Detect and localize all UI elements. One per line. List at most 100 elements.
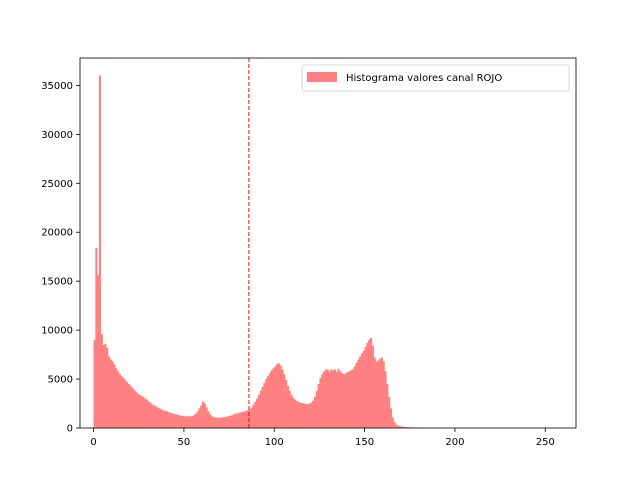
histogram-bar [371, 345, 374, 428]
histogram-bar [256, 398, 259, 428]
histogram-bar [207, 411, 210, 428]
histogram-bar [373, 357, 376, 428]
histogram-bar [211, 416, 214, 428]
histogram-bar [229, 415, 232, 428]
histogram-bar [144, 398, 147, 428]
histogram-bar [366, 342, 369, 428]
histogram-bar [108, 356, 111, 428]
histogram-bar [133, 389, 136, 428]
histogram-bar [189, 416, 192, 428]
histogram-bar [173, 413, 176, 428]
histogram-bar [272, 368, 275, 428]
legend: Histograma valores canal ROJO [301, 64, 570, 92]
histogram-bar [389, 408, 392, 428]
histogram-bar [140, 395, 143, 428]
histogram-bar [171, 413, 174, 428]
histogram-bar [205, 407, 208, 428]
histogram-bar [201, 401, 205, 428]
histogram-bar [276, 364, 279, 428]
histogram-bar [185, 416, 188, 428]
histogram-bar [218, 417, 221, 428]
histogram-bar [247, 410, 250, 428]
histogram-bar [281, 369, 284, 428]
histogram-bar [301, 403, 304, 428]
histogram-bar [198, 408, 201, 428]
histogram-bar [382, 361, 385, 428]
histogram-bar [169, 412, 172, 428]
histogram-bar [176, 414, 179, 428]
histogram-bar [259, 390, 262, 428]
histogram-bar [362, 350, 365, 428]
histogram-bar [295, 401, 299, 428]
histogram-bar [183, 416, 187, 428]
histogram-bar [187, 416, 190, 428]
histogram-bar [221, 417, 224, 428]
histogram-bar [126, 381, 129, 428]
histogram-bar [113, 364, 116, 428]
histogram-bar [357, 359, 360, 428]
histogram-bar [317, 383, 320, 428]
histogram-bar [400, 426, 403, 428]
histogram-bar [111, 361, 114, 428]
histogram-bar [216, 417, 219, 428]
histogram-bar [118, 374, 121, 428]
x-axis-ticks: 0 50 100 150 200 250 [90, 428, 555, 448]
histogram-bar [102, 344, 105, 428]
histogram-bar [321, 374, 324, 428]
histogram-bar [106, 347, 109, 428]
histogram-bar [308, 403, 311, 428]
legend-box [301, 64, 570, 92]
histogram-bar [364, 346, 367, 428]
y-tick-label: 5000 [48, 375, 73, 386]
histogram-bar [243, 411, 246, 428]
y-tick-label: 0 [67, 424, 73, 435]
histogram-bar [156, 407, 159, 428]
histogram-bar [192, 415, 196, 428]
histogram-bar [209, 414, 212, 428]
histogram-bar [100, 334, 103, 428]
histogram-bar [360, 353, 364, 428]
histogram-bar [165, 411, 168, 428]
histogram-bar [174, 414, 177, 428]
histogram-bar [167, 412, 170, 428]
histogram-bar [341, 373, 344, 428]
axes-frame [79, 57, 577, 429]
histogram-bar [315, 390, 318, 428]
histogram-bar [131, 387, 134, 428]
histogram-bar [397, 425, 400, 428]
legend-label: Histograma valores canal ROJO [346, 73, 502, 84]
histogram-bar [220, 417, 223, 428]
histogram-bar [160, 409, 163, 428]
y-tick-label: 25000 [41, 179, 73, 190]
histogram-bar [342, 374, 346, 428]
histogram-bar [145, 399, 149, 428]
histogram-bar [346, 372, 349, 428]
histogram-bar [304, 404, 308, 428]
histogram-bar [120, 376, 123, 428]
histogram-bar [234, 413, 237, 428]
x-tick-label: 200 [445, 437, 464, 448]
histogram-bar [393, 422, 396, 428]
histogram-bar [359, 356, 362, 428]
histogram-bar [285, 380, 288, 428]
x-tick-label: 0 [90, 437, 96, 448]
histogram-bar [370, 337, 373, 428]
histogram-bar [277, 363, 280, 428]
histogram-bar [306, 404, 309, 428]
histogram-bar [154, 406, 158, 428]
y-tick-label: 35000 [41, 81, 73, 92]
histogram-bar [368, 339, 371, 428]
histogram-bar [375, 361, 378, 428]
histogram-bar [93, 339, 96, 428]
histogram-bar [355, 362, 358, 428]
histogram-bar [335, 372, 338, 428]
histogram-bar [245, 410, 248, 428]
histogram-bar [230, 415, 233, 428]
histogram-bar [290, 394, 293, 428]
histogram-bar [265, 379, 268, 428]
histogram-bar [124, 380, 127, 428]
histogram-bar [127, 383, 130, 428]
histogram-bar [236, 413, 239, 428]
histogram-bar [194, 413, 197, 428]
